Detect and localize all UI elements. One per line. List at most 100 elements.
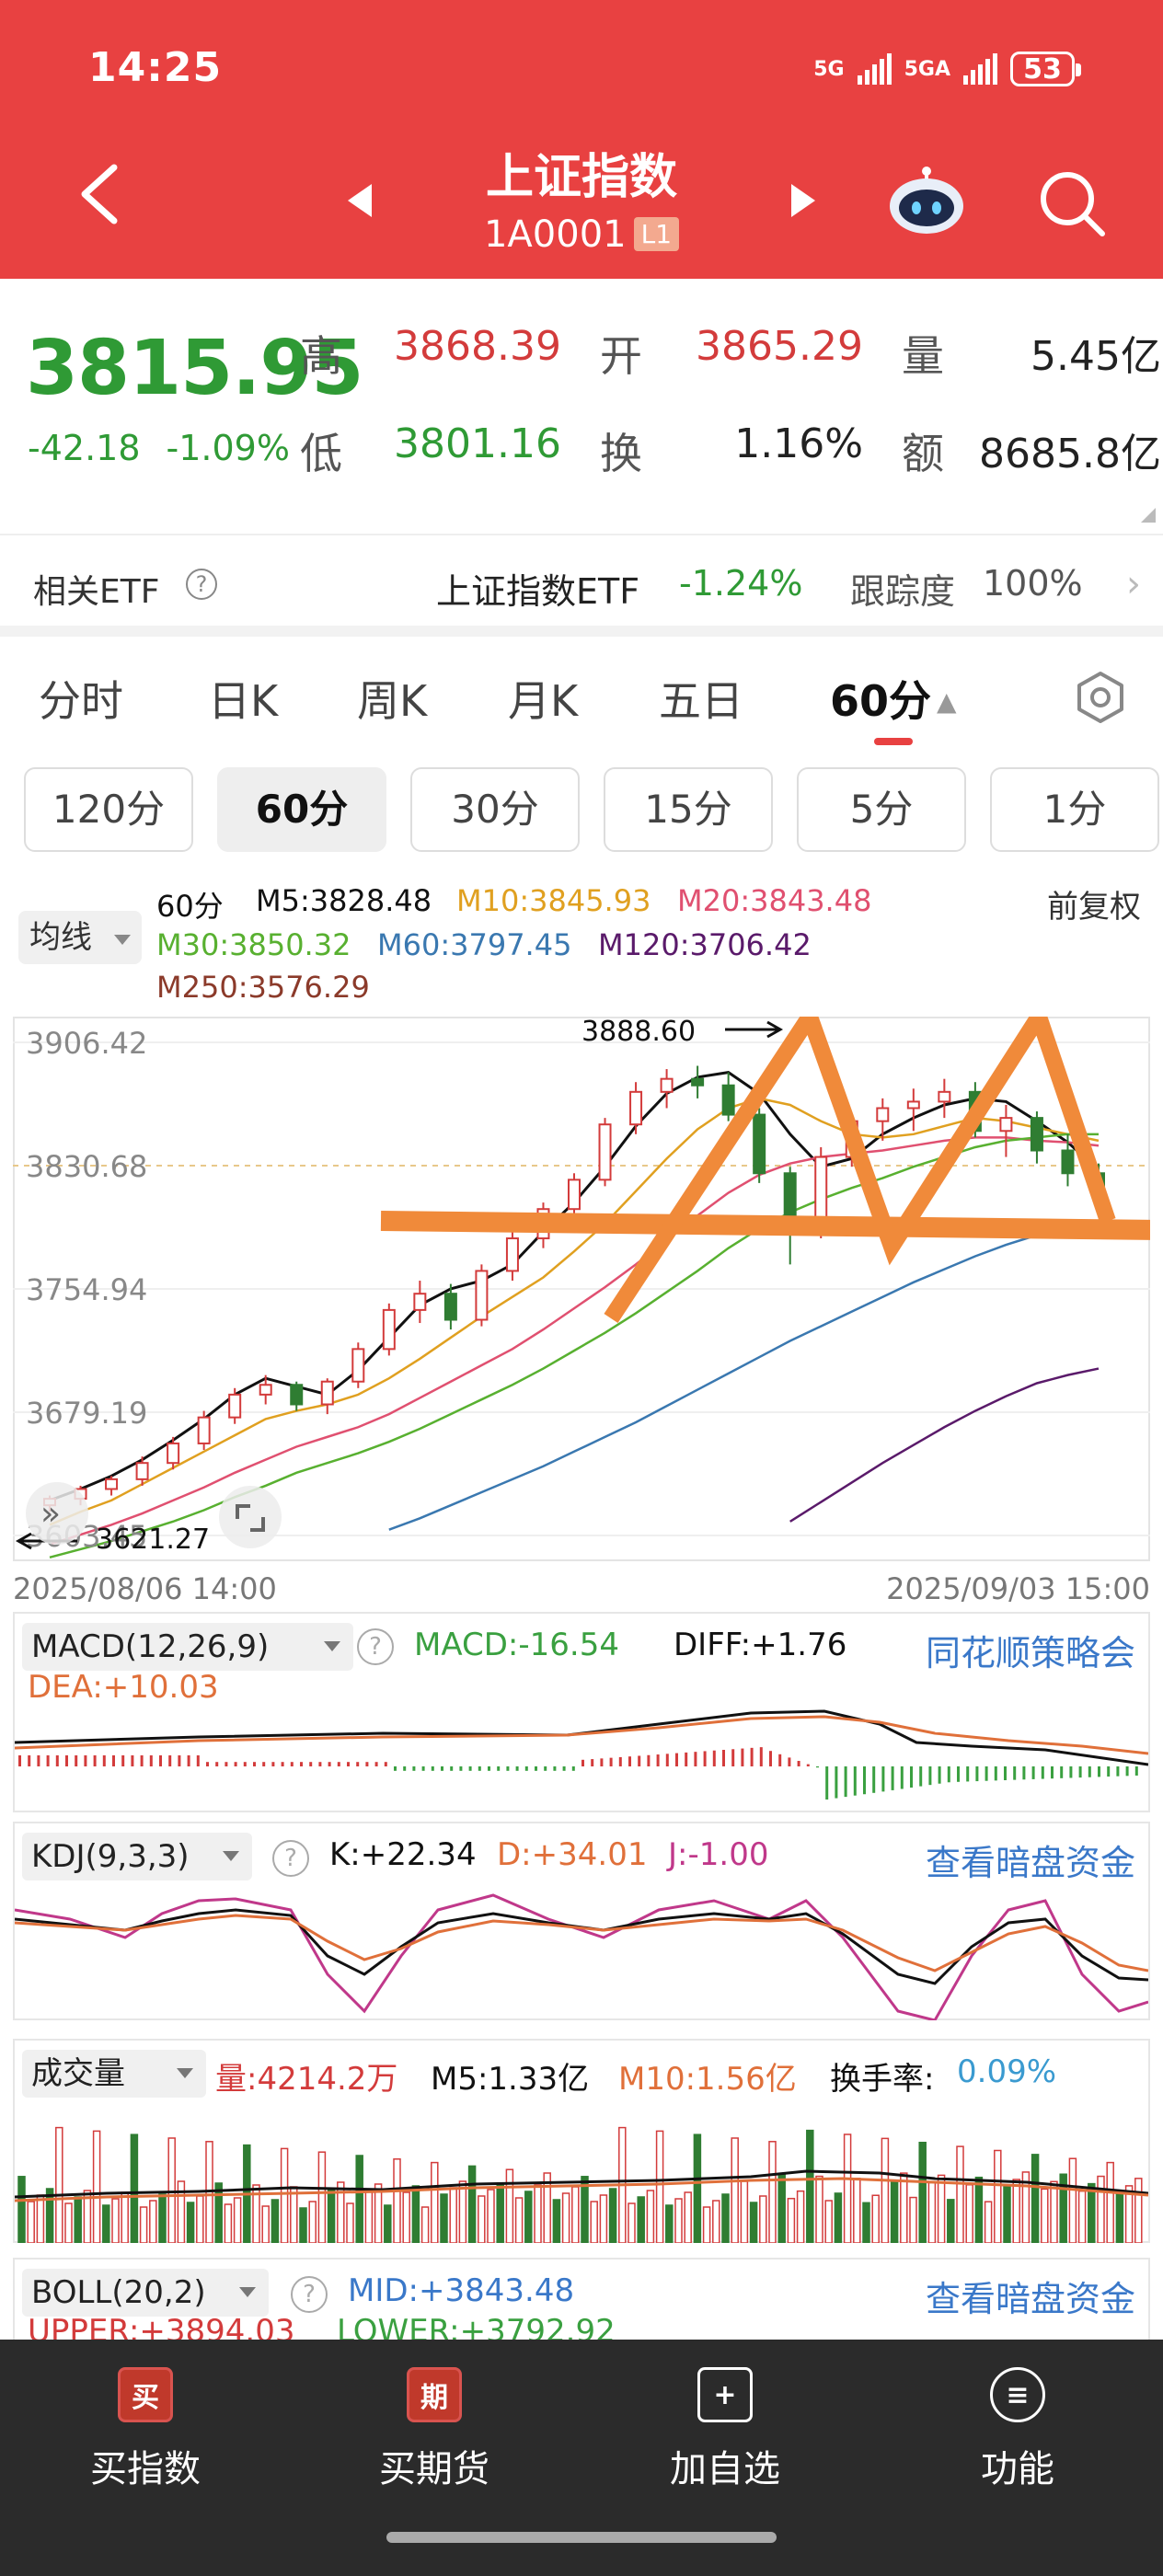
interval-1min[interactable]: 1分 — [990, 767, 1159, 852]
nav-buy-index-label: 买指数 — [90, 2448, 201, 2490]
nav-buy-index[interactable]: 买 买指数 — [53, 2367, 237, 2492]
home-indicator[interactable] — [386, 2532, 777, 2543]
nav-functions[interactable]: ≡ 功能 — [926, 2367, 1110, 2492]
volume-bar — [411, 2185, 420, 2243]
high-mark-arrowhead — [766, 1020, 784, 1039]
neckline-annotation — [380, 1211, 1150, 1240]
ma-selector[interactable]: 均线 — [18, 911, 142, 964]
collapse-chart-icon[interactable] — [26, 1482, 88, 1545]
macd-bar — [825, 1766, 829, 1800]
volume-bar — [487, 2189, 495, 2243]
volume-bar — [1003, 2186, 1011, 2243]
macd-bar — [656, 1754, 660, 1766]
macd-bar — [553, 1766, 557, 1771]
boll-panel[interactable]: BOLL(20,2) ? MID:+3843.48 查看暗盘资金 UPPER:+… — [13, 2258, 1150, 2340]
tab-daily-k[interactable]: 日K — [208, 676, 279, 726]
prev-index-icon[interactable] — [346, 182, 374, 219]
macd-help-icon[interactable]: ? — [357, 1628, 394, 1665]
boll-help-icon[interactable]: ? — [291, 2276, 328, 2313]
boll-mid-value: MID:+3843.48 — [348, 2272, 575, 2309]
tab-intraday[interactable]: 分时 — [39, 676, 123, 726]
candle-body — [660, 1077, 674, 1093]
price-adjust-label[interactable]: 前复权 — [1047, 889, 1141, 926]
interval-5min[interactable]: 5分 — [797, 767, 966, 852]
macd-bar — [919, 1766, 923, 1787]
macd-bar — [450, 1766, 454, 1771]
kdj-selector[interactable]: KDJ(9,3,3) — [22, 1833, 252, 1880]
macd-bar — [1116, 1766, 1120, 1777]
volume-bar — [440, 2193, 448, 2243]
kdj-help-icon[interactable]: ? — [272, 1840, 309, 1877]
candle-body — [1030, 1117, 1043, 1152]
search-icon[interactable] — [1036, 167, 1108, 239]
volume-selector-label: 成交量 — [31, 2055, 125, 2092]
ma-selector-label: 均线 — [29, 919, 92, 956]
back-arrow-icon[interactable] — [77, 162, 121, 226]
macd-bar — [638, 1755, 641, 1766]
battery-icon: 53 — [1010, 52, 1081, 86]
settings-hexagon-icon[interactable] — [1073, 670, 1128, 725]
interval-30min[interactable]: 30分 — [410, 767, 580, 852]
interval-15min[interactable]: 15分 — [604, 767, 773, 852]
volume-bar — [599, 2194, 608, 2243]
nav-add-watchlist[interactable]: + 加自选 — [633, 2367, 817, 2492]
related-etf-row[interactable]: 相关ETF ? 上证指数ETF -1.24% 跟踪度 100% › — [0, 534, 1163, 637]
ma30-value: M30:3850.32 — [156, 927, 351, 962]
macd-bar — [863, 1766, 866, 1795]
tab-weekly-k[interactable]: 周K — [357, 676, 428, 726]
macd-value: MACD:-16.54 — [414, 1627, 619, 1663]
macd-bar — [966, 1766, 970, 1782]
macd-bar — [394, 1766, 397, 1771]
app-header: 14:25 5G 5GA 53 上证指数 1A0001 L1 — [0, 0, 1163, 279]
fullscreen-icon[interactable] — [219, 1486, 282, 1548]
chevron-down-icon — [114, 935, 131, 945]
volume-selector[interactable]: 成交量 — [22, 2050, 206, 2098]
nav-buy-futures[interactable]: 期 买期货 — [342, 2367, 526, 2492]
next-index-icon[interactable] — [789, 182, 817, 219]
volume-bar — [478, 2195, 486, 2243]
macd-bar — [374, 1762, 378, 1766]
volume-m10-value: M10:1.56亿 — [618, 2061, 797, 2098]
volume-bar — [252, 2184, 260, 2243]
candle-body — [568, 1179, 581, 1211]
ma5-value: M5:3828.48 — [256, 883, 432, 918]
dark-pool-link[interactable]: 查看暗盘资金 — [925, 1843, 1135, 1883]
macd-bar — [215, 1762, 219, 1766]
help-icon[interactable]: ? — [186, 569, 217, 600]
expand-corner-icon[interactable] — [1141, 508, 1156, 523]
macd-panel[interactable]: MACD(12,26,9) ? MACD:-16.54 DIFF:+1.76 同… — [13, 1612, 1150, 1812]
robot-assistant-icon[interactable] — [885, 164, 968, 237]
volume-bar — [693, 2133, 702, 2243]
macd-bar — [591, 1759, 594, 1766]
volume-bar — [337, 2181, 345, 2243]
tab-60min[interactable]: 60分 ▲ — [830, 668, 957, 729]
volume-bar — [317, 2151, 327, 2243]
macd-bar — [196, 1755, 200, 1766]
chevron-right-icon[interactable]: › — [1126, 563, 1141, 605]
macd-selector-label: MACD(12,26,9) — [31, 1628, 270, 1665]
boll-selector[interactable]: BOLL(20,2) — [22, 2269, 269, 2317]
volume-panel[interactable]: 成交量 量:4214.2万 M5:1.33亿 M10:1.56亿 换手率: 0.… — [13, 2039, 1150, 2243]
volume-bar — [608, 2188, 617, 2243]
macd-bar — [957, 1766, 960, 1782]
macd-bar — [347, 1762, 350, 1766]
interval-60min[interactable]: 60分 — [217, 767, 386, 852]
kdj-panel[interactable]: KDJ(9,3,3) ? K:+22.34 D:+34.01 J:-1.00 查… — [13, 1822, 1150, 2020]
macd-bar — [356, 1762, 360, 1766]
macd-bar — [468, 1766, 472, 1771]
macd-bar — [187, 1755, 190, 1766]
candlestick-chart[interactable]: 3906.42 3830.68 3754.94 3679.19 3603.45 3888… — [13, 1017, 1150, 1561]
volume-bar — [36, 2194, 45, 2243]
volume-bar — [674, 2198, 683, 2243]
candle-body — [413, 1293, 427, 1311]
etf-name[interactable]: 上证指数ETF — [436, 571, 640, 612]
macd-bar — [750, 1747, 754, 1766]
tab-monthly-k[interactable]: 月K — [508, 676, 579, 726]
interval-120min[interactable]: 120分 — [24, 767, 193, 852]
macd-bar — [243, 1762, 247, 1766]
strategy-link[interactable]: 同花顺策略会 — [925, 1633, 1135, 1673]
volume-bar — [974, 2176, 984, 2243]
macd-selector[interactable]: MACD(12,26,9) — [22, 1623, 353, 1671]
tab-five-day[interactable]: 五日 — [659, 676, 743, 726]
dark-pool-link-2[interactable]: 查看暗盘资金 — [925, 2279, 1135, 2319]
